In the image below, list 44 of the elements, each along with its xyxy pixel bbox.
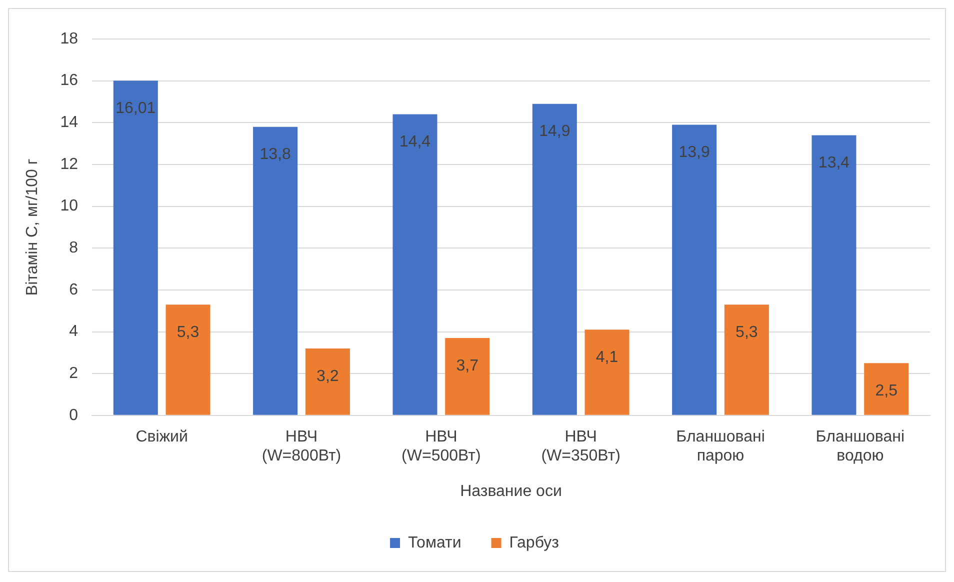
- data-label: 13,9: [678, 144, 710, 162]
- y-tick-label: 6: [69, 281, 78, 298]
- data-label: 13,4: [818, 154, 850, 172]
- x-tick-label: Бланшовані водою: [816, 428, 905, 465]
- data-label: 16,01: [116, 100, 156, 118]
- bar: [724, 304, 769, 415]
- data-label: 5,3: [736, 324, 758, 341]
- bar: [445, 338, 490, 415]
- bar: [812, 135, 856, 415]
- y-tick-label: 8: [69, 240, 78, 257]
- bar: [305, 348, 350, 415]
- x-tick-label: Бланшовані парою: [676, 428, 765, 465]
- y-tick-label: 14: [60, 114, 78, 132]
- y-tick-label: 10: [60, 198, 78, 215]
- bar: [392, 114, 438, 415]
- data-label: 14,9: [539, 123, 570, 140]
- data-label: 2,5: [875, 382, 898, 400]
- x-axis-title: Название оси: [460, 482, 562, 500]
- y-tick-label: 2: [69, 364, 78, 382]
- y-tick-label: 16: [60, 72, 78, 90]
- x-tick-label: НВЧ (W=500Вт): [402, 428, 481, 465]
- x-tick-label: Свіжий: [136, 428, 188, 446]
- data-label: 3,2: [316, 368, 339, 385]
- y-tick-label: 0: [69, 406, 78, 424]
- legend-label: Гарбуз: [509, 534, 559, 552]
- y-tick-label: 4: [69, 323, 78, 340]
- y-tick-label: 18: [60, 30, 78, 48]
- bar: [864, 363, 909, 415]
- data-label: 14,4: [399, 134, 431, 151]
- data-label: 4,1: [596, 349, 618, 366]
- x-tick-label: НВЧ (W=800Вт): [262, 428, 342, 465]
- data-label: 13,8: [260, 146, 291, 164]
- bar: [584, 330, 630, 415]
- x-tick-label: НВЧ (W=350Вт): [541, 428, 620, 465]
- bar: [532, 104, 577, 415]
- bar: [113, 80, 158, 415]
- y-tick-label: 12: [60, 156, 78, 173]
- bar: [253, 126, 298, 415]
- data-label: 3,7: [456, 357, 479, 374]
- data-label: 5,3: [176, 324, 200, 341]
- bar: [166, 304, 210, 415]
- legend-label: Томати: [408, 534, 462, 552]
- y-axis-title: Вітамін С, мг/100 г: [24, 158, 42, 296]
- bar: [672, 124, 717, 415]
